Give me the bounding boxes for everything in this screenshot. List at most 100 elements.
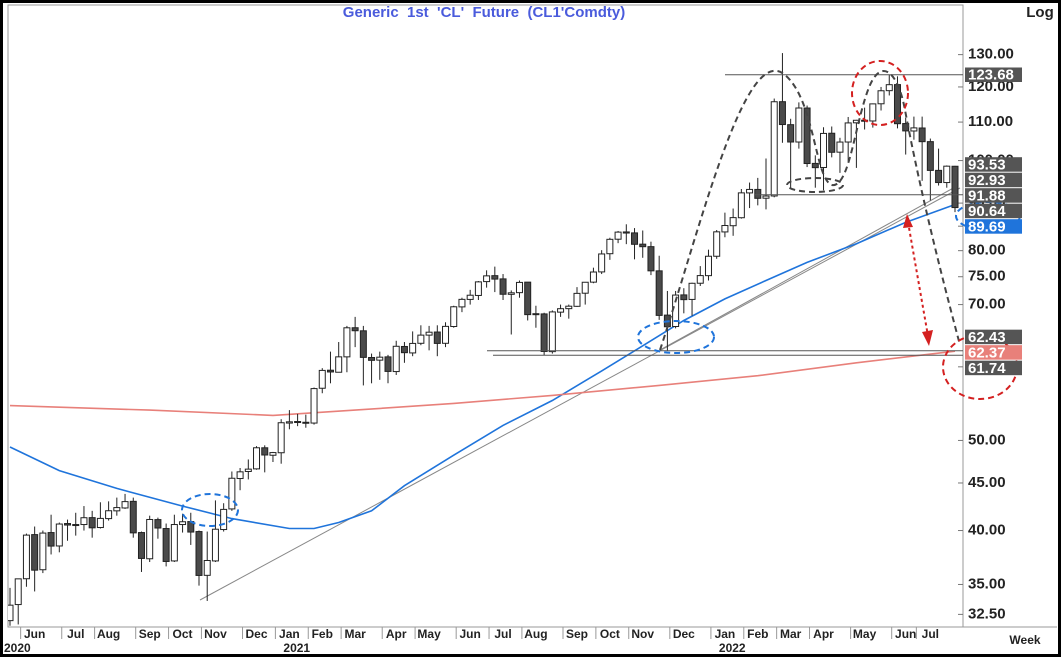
candle-body [606, 238, 614, 255]
trend-line [199, 187, 961, 601]
candle-body [154, 519, 162, 529]
price-label-box [965, 219, 1022, 234]
candle-body [359, 330, 367, 358]
trend-line [659, 185, 958, 351]
candle-body [170, 524, 178, 562]
candle-body [893, 84, 901, 125]
candle-body [754, 188, 762, 199]
price-label: 89.69 [968, 218, 1006, 235]
price-label: 93.53 [968, 156, 1006, 173]
candle-body [236, 471, 244, 480]
candle-body [162, 528, 170, 562]
candle-body [877, 90, 885, 105]
candle-body [22, 534, 30, 580]
candle-body [425, 331, 433, 336]
highlight-ellipse [181, 493, 239, 527]
price-label: 92.93 [968, 172, 1006, 189]
x-tick-label: Jun [895, 627, 916, 641]
price-label: 61.74 [968, 360, 1006, 377]
x-tick-label: May [417, 627, 441, 641]
candle-body [442, 325, 450, 344]
y-tick-label: 80.00 [968, 242, 1006, 259]
candle-body [302, 421, 310, 424]
candle-body [532, 313, 540, 316]
candle-body [8, 604, 14, 622]
x-tick-label: Jul [494, 627, 511, 641]
price-label-box [965, 157, 1022, 172]
candle-body [326, 369, 334, 373]
candle-body [220, 508, 228, 531]
candle-body [72, 524, 80, 527]
candle-body [589, 271, 597, 283]
candle-body [499, 278, 507, 295]
candle-body [96, 517, 104, 529]
price-label-box [965, 345, 1022, 360]
x-tick-label: Sep [566, 627, 588, 641]
candle-body [294, 421, 302, 424]
candle-body [704, 255, 712, 277]
x-tick-label: Mar [780, 627, 802, 641]
candle-body [885, 84, 893, 92]
candle-body [253, 447, 261, 470]
x-tick-label: Jun [460, 627, 481, 641]
candle-body [655, 270, 663, 316]
price-label: 62.37 [968, 344, 1006, 361]
x-tick-label: May [853, 627, 877, 641]
candle-body [384, 356, 392, 372]
candle-body [836, 141, 844, 153]
candle-body [696, 275, 704, 284]
y-tick-label: 75.00 [968, 268, 1006, 285]
highlight-ellipse [786, 177, 844, 193]
x-tick-label: Nov [204, 627, 227, 641]
candle-body [688, 282, 696, 300]
candle-body [277, 422, 285, 454]
candle-body [622, 231, 630, 234]
candle-body [770, 101, 778, 197]
candle-body [918, 127, 926, 143]
candle-body [631, 232, 639, 245]
projection-arrow [907, 221, 929, 337]
candle-body [557, 308, 565, 313]
candle-body [507, 292, 515, 295]
candle-body [47, 532, 55, 547]
candle-body [548, 311, 556, 353]
x-tick-label: Sep [139, 627, 161, 641]
candle-body [639, 243, 647, 248]
y-tick-label: 32.50 [968, 605, 1006, 622]
candle-body [598, 253, 606, 273]
price-label-box [965, 203, 1022, 219]
candle-body [713, 231, 721, 257]
candle-body [88, 517, 96, 529]
moving-average [9, 350, 956, 417]
candle-body [31, 534, 39, 571]
x-tick-label: Apr [386, 627, 407, 641]
candle-body [524, 281, 532, 316]
candle-body [811, 162, 819, 169]
candle-body [614, 231, 622, 240]
candle-body [943, 165, 951, 184]
x-tick-label: Jan [715, 627, 736, 641]
year-label: 2022 [719, 641, 746, 655]
candle-body [129, 500, 137, 534]
candle-body [376, 356, 384, 361]
price-label: 90.64 [968, 203, 1006, 220]
y-tick-label: 110.00 [968, 113, 1013, 130]
candle-body [737, 192, 745, 219]
candle-body [926, 141, 934, 171]
x-axis-label: Week [1009, 633, 1040, 647]
candle-body [474, 281, 482, 296]
candle-body [14, 578, 22, 606]
candle-body [228, 477, 236, 510]
price-label-box [965, 360, 1022, 376]
candle-body [762, 195, 770, 199]
candle-body [515, 281, 523, 294]
candle-body [450, 306, 458, 328]
candle-body [179, 521, 187, 526]
y-tick-label: 35.00 [968, 575, 1006, 592]
candle-body [844, 122, 852, 143]
price-label: 62.43 [968, 329, 1006, 346]
y-tick-label: 130.00 [968, 46, 1014, 63]
candle-body [483, 275, 491, 283]
candle-body [729, 217, 737, 227]
